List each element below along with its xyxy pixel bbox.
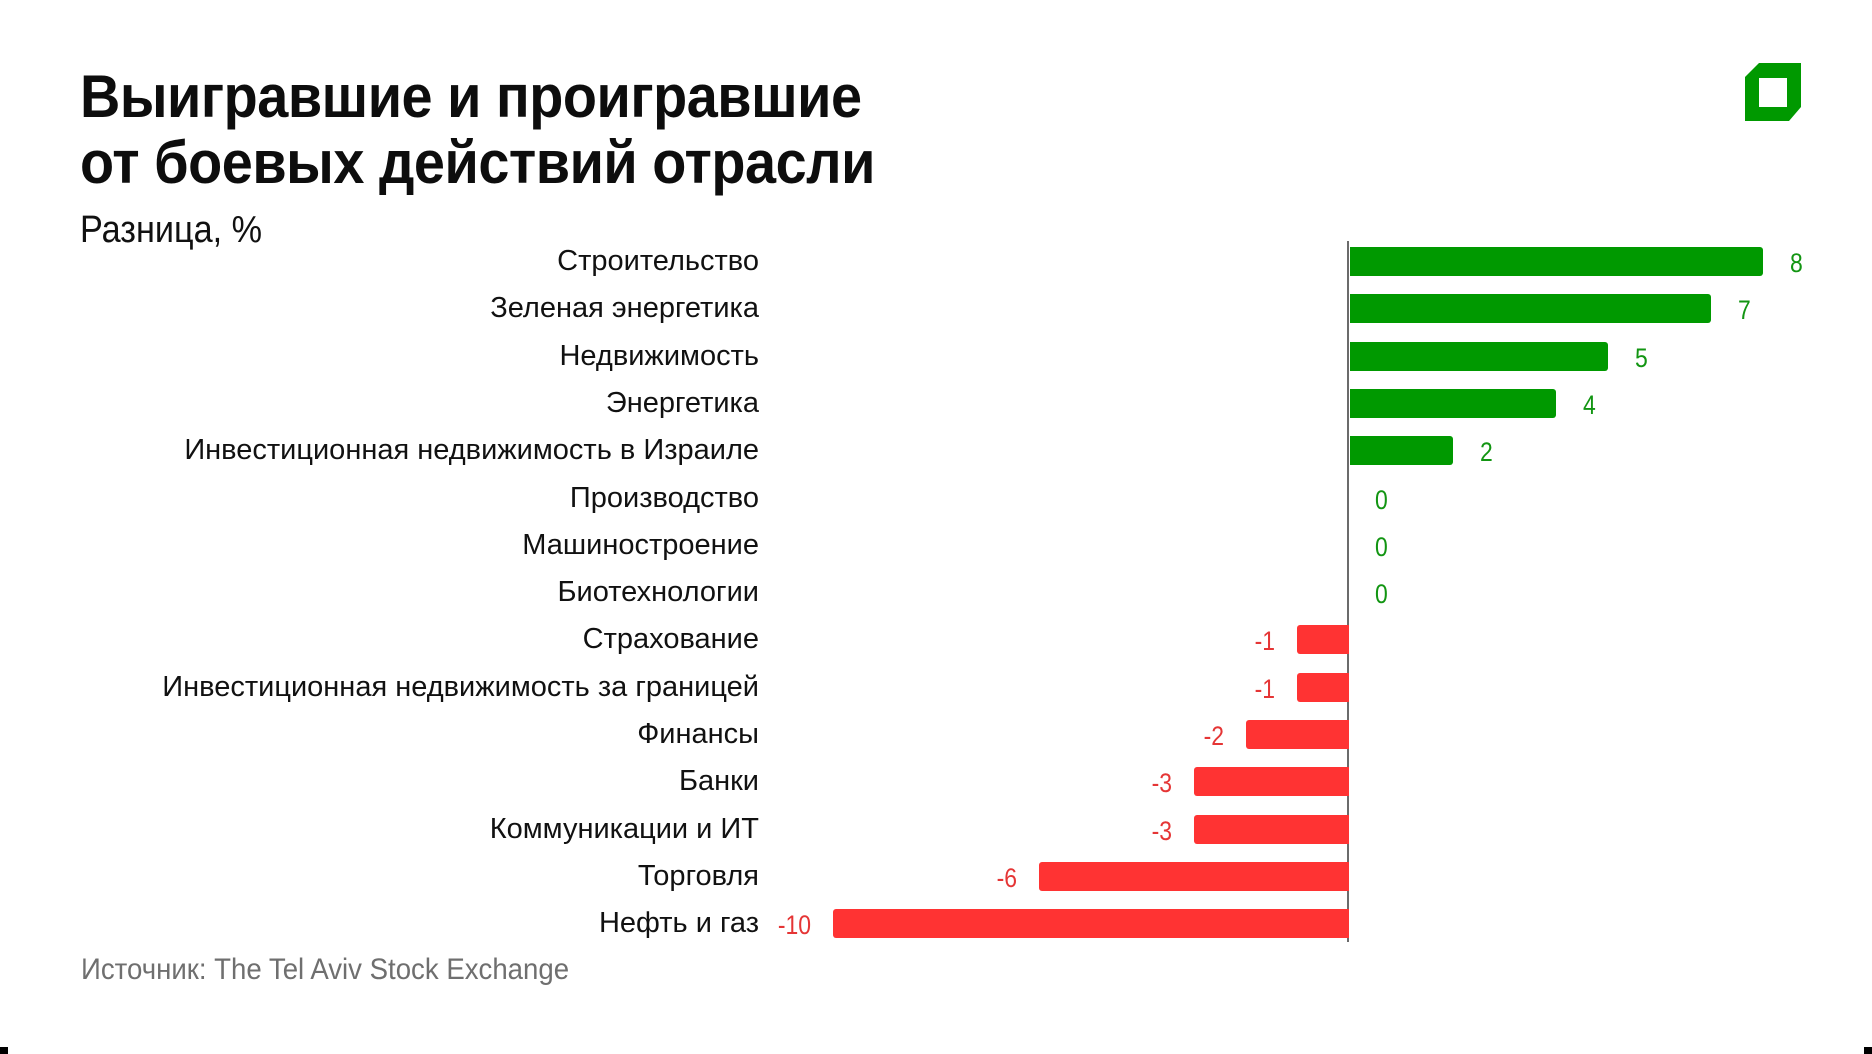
category-label: Банки: [678, 765, 759, 798]
category-label: Финансы: [637, 718, 759, 750]
value-label: 0: [1375, 531, 1388, 562]
category-label: Машиностроение: [522, 528, 759, 561]
bar: [1350, 341, 1608, 371]
value-label: 7: [1738, 295, 1751, 326]
category-label: Биотехнологии: [557, 576, 759, 609]
value-label: -6: [996, 862, 1018, 893]
bar: [1194, 767, 1349, 797]
value-label: -1: [1254, 626, 1276, 657]
bar: [1350, 436, 1454, 466]
bar: [1297, 625, 1349, 655]
category-label: Инвестиционная недвижимость в Израиле: [184, 434, 759, 467]
zero-axis-line: [1347, 241, 1349, 942]
bar: [1039, 861, 1349, 891]
chart-title: Выигравшие и проигравшие от боевых дейст…: [80, 64, 875, 196]
value-label: -10: [777, 910, 811, 941]
category-label: Энергетика: [605, 386, 759, 419]
publisher-logo-icon: [1745, 63, 1801, 121]
corner-mark-right: [1864, 1047, 1872, 1054]
value-label: -3: [1151, 815, 1173, 846]
value-label: 5: [1635, 342, 1648, 373]
value-label: 2: [1480, 437, 1493, 468]
value-label: -3: [1151, 768, 1173, 799]
chart-subtitle: Разница, %: [80, 209, 263, 251]
value-label: -2: [1203, 721, 1224, 751]
value-label: 8: [1789, 248, 1803, 278]
category-label: Недвижимость: [559, 339, 759, 372]
category-label: Инвестиционная недвижимость за границей: [162, 670, 759, 703]
chart-title-line-1: Выигравшие и проигравшие: [80, 63, 862, 130]
value-label: 0: [1375, 579, 1388, 610]
value-label: -1: [1254, 673, 1276, 704]
value-label: 0: [1375, 484, 1388, 515]
value-label: 4: [1583, 389, 1597, 420]
category-label: Зеленая энергетика: [490, 292, 759, 325]
bar: [833, 909, 1349, 939]
category-label: Торговля: [637, 859, 759, 892]
bar: [1194, 814, 1349, 844]
bar: [1350, 247, 1763, 276]
bar: [1297, 672, 1349, 702]
bar: [1245, 720, 1349, 749]
chart-title-line-2: от боевых действий отрасли: [80, 129, 875, 196]
bar: [1350, 294, 1712, 324]
category-label: Страхование: [582, 623, 759, 656]
category-label: Коммуникации и ИТ: [489, 812, 759, 845]
source-note: Источник: The Tel Aviv Stock Exchange: [81, 953, 570, 986]
bar: [1350, 388, 1557, 418]
category-label: Производство: [569, 481, 759, 514]
category-label: Нефть и газ: [598, 907, 759, 940]
corner-mark-left: [0, 1047, 8, 1054]
category-label: Строительство: [557, 245, 759, 277]
